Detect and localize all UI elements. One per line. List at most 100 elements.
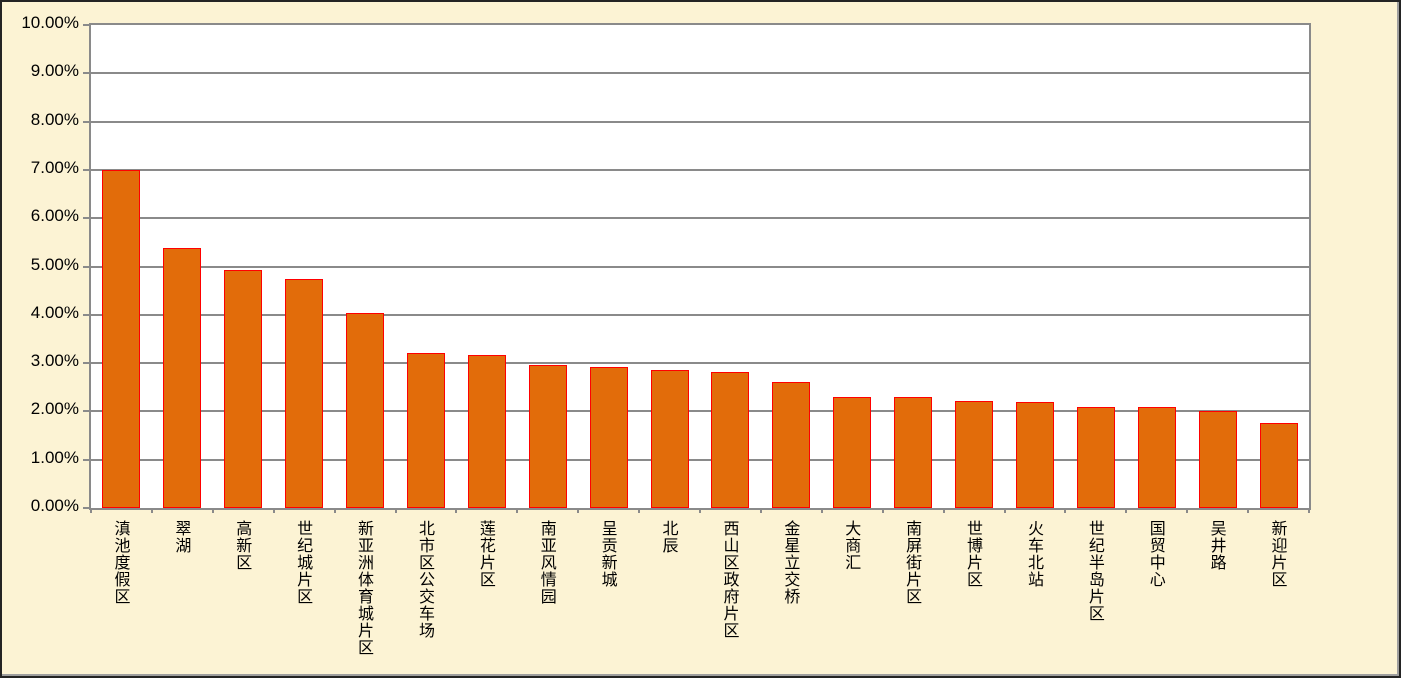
category-label-text: 呈贡新城 [598, 520, 616, 588]
x-axis-tick [638, 508, 641, 513]
x-axis-tick [516, 508, 519, 513]
category-label: 高新区 [211, 520, 272, 571]
y-tick-label: 10.00% [21, 13, 79, 32]
y-axis-tick [83, 507, 89, 509]
category-label: 西山区政府片区 [698, 520, 759, 639]
y-axis-tick [83, 313, 89, 316]
category-label: 世博片区 [942, 520, 1003, 588]
x-axis-tick [881, 508, 884, 513]
bar[interactable] [833, 396, 872, 508]
y-tick-label: 8.00% [30, 109, 79, 129]
y-axis-tick [83, 168, 89, 171]
bar[interactable] [589, 366, 628, 508]
bar[interactable] [346, 313, 385, 508]
category-label-text: 南亚风情园 [537, 520, 555, 605]
category-label: 新亚洲体育城片区 [333, 520, 394, 656]
bar[interactable] [285, 279, 324, 508]
bar[interactable] [102, 169, 141, 508]
category-label-text: 吴井路 [1207, 520, 1225, 571]
gridline [91, 410, 1309, 413]
category-label: 吴井路 [1185, 520, 1246, 571]
x-axis-tick [1064, 508, 1067, 513]
category-label: 新迎片区 [1246, 520, 1307, 588]
x-axis-tick [90, 508, 92, 513]
x-axis-tick [455, 508, 458, 513]
x-axis-tick [333, 508, 336, 513]
y-axis-tick [83, 362, 89, 365]
bar[interactable] [1198, 411, 1237, 508]
y-axis-tick [83, 120, 89, 123]
category-label: 南屏街片区 [881, 520, 942, 605]
bar[interactable] [1259, 423, 1298, 508]
bar[interactable] [528, 365, 567, 508]
category-label: 莲花片区 [454, 520, 515, 588]
gridline [91, 362, 1309, 365]
y-axis-labels: 10.00% 9.00% 8.00% 7.00% 6.00% 5.00% 4.00% 3.00… [2, 13, 83, 515]
category-label-text: 北辰 [659, 520, 677, 554]
x-axis-tick [942, 508, 945, 513]
category-label-text: 新亚洲体育城片区 [355, 520, 373, 656]
category-label: 北辰 [637, 520, 698, 554]
x-axis-tick [820, 508, 823, 513]
bar[interactable] [711, 372, 750, 508]
category-label-text: 世纪城片区 [294, 520, 312, 605]
category-label: 北市区公交车场 [394, 520, 455, 639]
bar[interactable] [650, 370, 689, 508]
x-axis-tick [1186, 508, 1189, 513]
y-axis-tick [83, 217, 89, 220]
category-label: 呈贡新城 [576, 520, 637, 588]
y-axis-tick [83, 24, 89, 26]
category-label-text: 大商汇 [842, 520, 860, 571]
x-axis-tick [699, 508, 701, 513]
x-axis-tick [211, 508, 214, 513]
y-tick-label: 1.00% [30, 447, 79, 467]
category-label-text: 火车北站 [1024, 520, 1042, 588]
category-label: 大商汇 [820, 520, 881, 571]
category-label-text: 北市区公交车场 [415, 520, 433, 639]
category-label: 世纪城片区 [272, 520, 333, 605]
x-axis-tick [1247, 508, 1250, 513]
category-label-text: 世博片区 [964, 520, 982, 588]
category-label-text: 新迎片区 [1268, 520, 1286, 588]
category-label-text: 翠湖 [172, 520, 190, 554]
y-axis-tick [83, 72, 89, 75]
category-label-text: 金星立交桥 [781, 520, 799, 605]
plot-area [83, 23, 1311, 513]
category-label-text: 世纪半岛片区 [1085, 520, 1103, 622]
category-label-text: 高新区 [233, 520, 251, 571]
bar[interactable] [1015, 402, 1054, 508]
bar[interactable] [467, 355, 506, 508]
y-tick-label: 7.00% [30, 157, 79, 177]
category-label: 世纪半岛片区 [1063, 520, 1124, 622]
bar[interactable] [772, 382, 811, 508]
y-tick-label: 3.00% [30, 351, 79, 371]
category-label: 滇池度假区 [89, 520, 150, 605]
gridline [91, 458, 1309, 461]
gridline [91, 120, 1309, 123]
bar[interactable] [894, 396, 933, 508]
x-axis-tick [1003, 508, 1006, 513]
y-tick-label: 6.00% [30, 206, 79, 226]
category-label: 火车北站 [1003, 520, 1064, 588]
category-label-text: 国贸中心 [1146, 520, 1164, 588]
gridline [91, 72, 1309, 75]
bar[interactable] [1137, 406, 1176, 508]
category-label: 南亚风情园 [515, 520, 576, 605]
bar[interactable] [1076, 406, 1115, 508]
category-label: 国贸中心 [1124, 520, 1185, 588]
gridline [91, 168, 1309, 171]
gridline [91, 217, 1309, 220]
bar[interactable] [224, 269, 263, 508]
y-tick-label: 0.00% [30, 496, 79, 515]
x-axis-tick [759, 508, 762, 513]
category-label-text: 南屏街片区 [903, 520, 921, 605]
y-axis-tick [83, 458, 89, 461]
y-axis-tick [83, 410, 89, 413]
bar[interactable] [406, 353, 445, 508]
y-tick-label: 2.00% [30, 399, 79, 419]
bar[interactable] [163, 248, 202, 508]
y-tick-label: 4.00% [30, 302, 79, 322]
gridline [91, 313, 1309, 316]
bar[interactable] [955, 401, 994, 508]
